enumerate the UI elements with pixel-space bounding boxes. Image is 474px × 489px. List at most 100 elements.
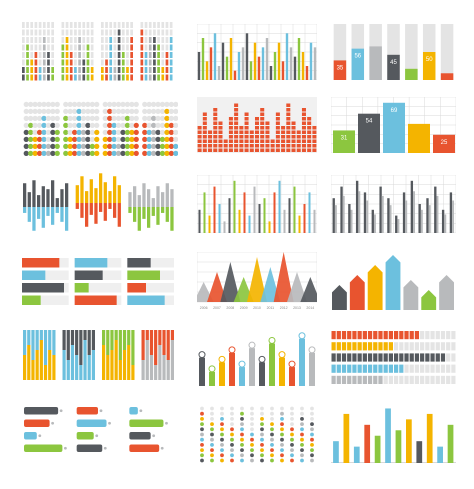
empty-dot [220, 406, 224, 411]
empty-cell [78, 22, 81, 28]
bar [249, 61, 253, 80]
dot [300, 448, 304, 452]
bar-down [46, 207, 50, 216]
bar-cell [291, 144, 296, 148]
bar-cell [270, 144, 275, 148]
bar-cell [399, 331, 404, 340]
bar-cell [254, 135, 260, 139]
bar-cell [425, 353, 430, 362]
bar-cell [291, 139, 296, 143]
dot [280, 427, 284, 432]
data-label: 50 [426, 57, 433, 63]
bar-cell [331, 331, 336, 340]
bar-cell [362, 364, 367, 373]
x-tick-label: 2006 [200, 306, 208, 310]
bar-cell [153, 37, 156, 43]
bar-cell [144, 52, 148, 58]
bar-segment [102, 345, 106, 380]
dot [300, 427, 304, 432]
bar-cell [341, 331, 347, 340]
bar-cell [234, 139, 239, 143]
empty-dot [129, 101, 135, 107]
data-label: 45 [390, 60, 397, 66]
empty-dot [310, 411, 314, 416]
dot [164, 108, 170, 114]
empty-cell [169, 22, 173, 28]
empty-dot [45, 122, 52, 128]
bar [273, 192, 276, 233]
bar-cell [357, 331, 362, 340]
data-label: 35 [337, 65, 344, 71]
arrow-bar [349, 275, 365, 310]
bar-cell [213, 112, 218, 116]
bar-cell [213, 148, 218, 152]
bar-cell [202, 144, 207, 148]
empty-cell [51, 22, 54, 28]
empty-cell [90, 52, 94, 58]
dot [133, 143, 139, 149]
dot [164, 122, 170, 128]
empty-dot [168, 108, 174, 114]
empty-dot [120, 122, 126, 128]
empty-cell [105, 22, 108, 28]
dot [220, 422, 224, 426]
bar [225, 56, 229, 80]
bar-segment [79, 330, 83, 365]
dot [120, 150, 126, 156]
bar-cell [169, 37, 173, 43]
bar-cell [169, 52, 173, 58]
bar [253, 42, 257, 80]
bar-cell [254, 148, 260, 152]
bar-cell [301, 117, 306, 121]
bar-track [74, 283, 122, 293]
dot [210, 422, 214, 426]
empty-cell [22, 52, 25, 58]
bar-cell [362, 342, 367, 351]
dot [63, 122, 69, 128]
dot [107, 122, 113, 128]
dot [150, 143, 157, 149]
bar [441, 209, 445, 233]
dot [173, 150, 178, 156]
bar [268, 221, 271, 233]
dot [150, 122, 157, 128]
empty-cell [451, 353, 456, 362]
bar-cell [352, 353, 357, 362]
bar [353, 446, 360, 463]
empty-cell [78, 29, 81, 36]
empty-dot [102, 101, 108, 107]
bar-cell [254, 126, 260, 130]
bar-cell [347, 342, 352, 351]
dot [240, 437, 244, 442]
dot [220, 458, 224, 463]
empty-cell [47, 29, 50, 36]
dot [200, 411, 204, 416]
dot [32, 136, 38, 142]
bar-cell [197, 148, 202, 152]
empty-cell [169, 29, 173, 36]
empty-dot [310, 417, 314, 421]
bar-cell [218, 139, 223, 143]
x-tick-label: 2014 [306, 306, 314, 310]
bar [293, 56, 297, 80]
bar-cell [286, 112, 291, 116]
bar-cell [157, 67, 160, 73]
dot [124, 150, 131, 156]
empty-cell [30, 44, 34, 51]
bar-cell [202, 126, 207, 130]
dot [240, 458, 244, 463]
dot [36, 136, 43, 142]
empty-cell [144, 29, 148, 36]
bar-segment [170, 330, 174, 340]
empty-dot [71, 101, 78, 107]
bar [129, 419, 164, 427]
bar-cell [312, 135, 317, 139]
bar [298, 215, 301, 233]
bar-cell [117, 59, 121, 66]
dot [142, 122, 148, 128]
bar-up [137, 195, 141, 207]
bar-cell [291, 148, 296, 152]
bar [340, 186, 343, 233]
dot [85, 136, 91, 142]
bar [364, 424, 371, 463]
